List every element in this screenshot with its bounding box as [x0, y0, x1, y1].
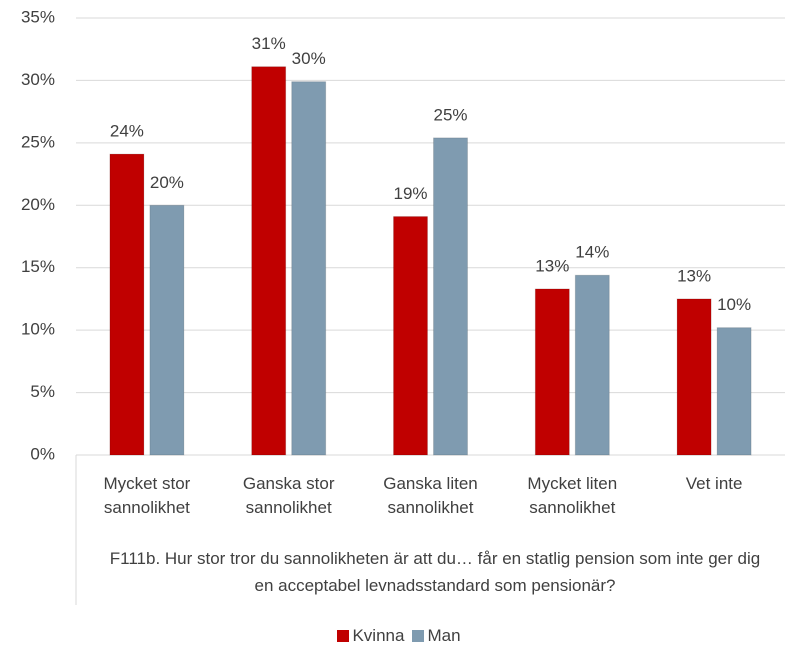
bar: [676, 298, 712, 456]
data-label: 19%: [393, 184, 427, 203]
data-label: 25%: [433, 105, 467, 124]
bar: [251, 66, 287, 456]
bar: [291, 81, 327, 456]
x-tick-label: Vet inte: [685, 474, 743, 493]
x-tick-label: Mycket stor sannolikhet: [103, 474, 191, 517]
y-tick-label: 35%: [21, 7, 55, 26]
legend-swatch: [337, 630, 350, 642]
x-tick-label: Ganska liten sannolikhet: [383, 474, 478, 517]
data-label: 20%: [150, 173, 184, 192]
bar: [574, 274, 610, 456]
data-label: 13%: [535, 256, 569, 275]
y-tick-label: 5%: [30, 382, 55, 401]
data-label: 24%: [110, 122, 144, 141]
data-label: 31%: [252, 34, 286, 53]
legend-label: Man: [427, 626, 461, 645]
bar: [149, 204, 185, 456]
legend-label: Kvinna: [352, 626, 405, 645]
data-label: 30%: [292, 49, 326, 68]
bar: [433, 137, 468, 456]
bar: [109, 153, 145, 456]
y-tick-label: 30%: [21, 70, 55, 89]
data-label: 10%: [717, 295, 751, 314]
bar: [534, 288, 570, 456]
legend: Kvinna Man: [0, 626, 790, 646]
y-tick-label: 25%: [21, 132, 55, 151]
x-tick-label: Ganska stor sannolikhet: [242, 474, 335, 517]
bar: [716, 327, 752, 456]
y-tick-label: 20%: [21, 195, 55, 214]
x-axis-title: F111b. Hur stor tror du sannolikheten är…: [109, 549, 761, 595]
x-tick-label: Mycket liten sannolikhet: [527, 474, 618, 517]
y-tick-label: 10%: [21, 320, 55, 339]
bar: [393, 216, 428, 456]
y-tick-label: 0%: [30, 444, 55, 463]
data-label: 13%: [677, 266, 711, 285]
y-tick-label: 15%: [21, 257, 55, 276]
legend-swatch: [412, 630, 425, 642]
data-label: 14%: [575, 243, 609, 262]
